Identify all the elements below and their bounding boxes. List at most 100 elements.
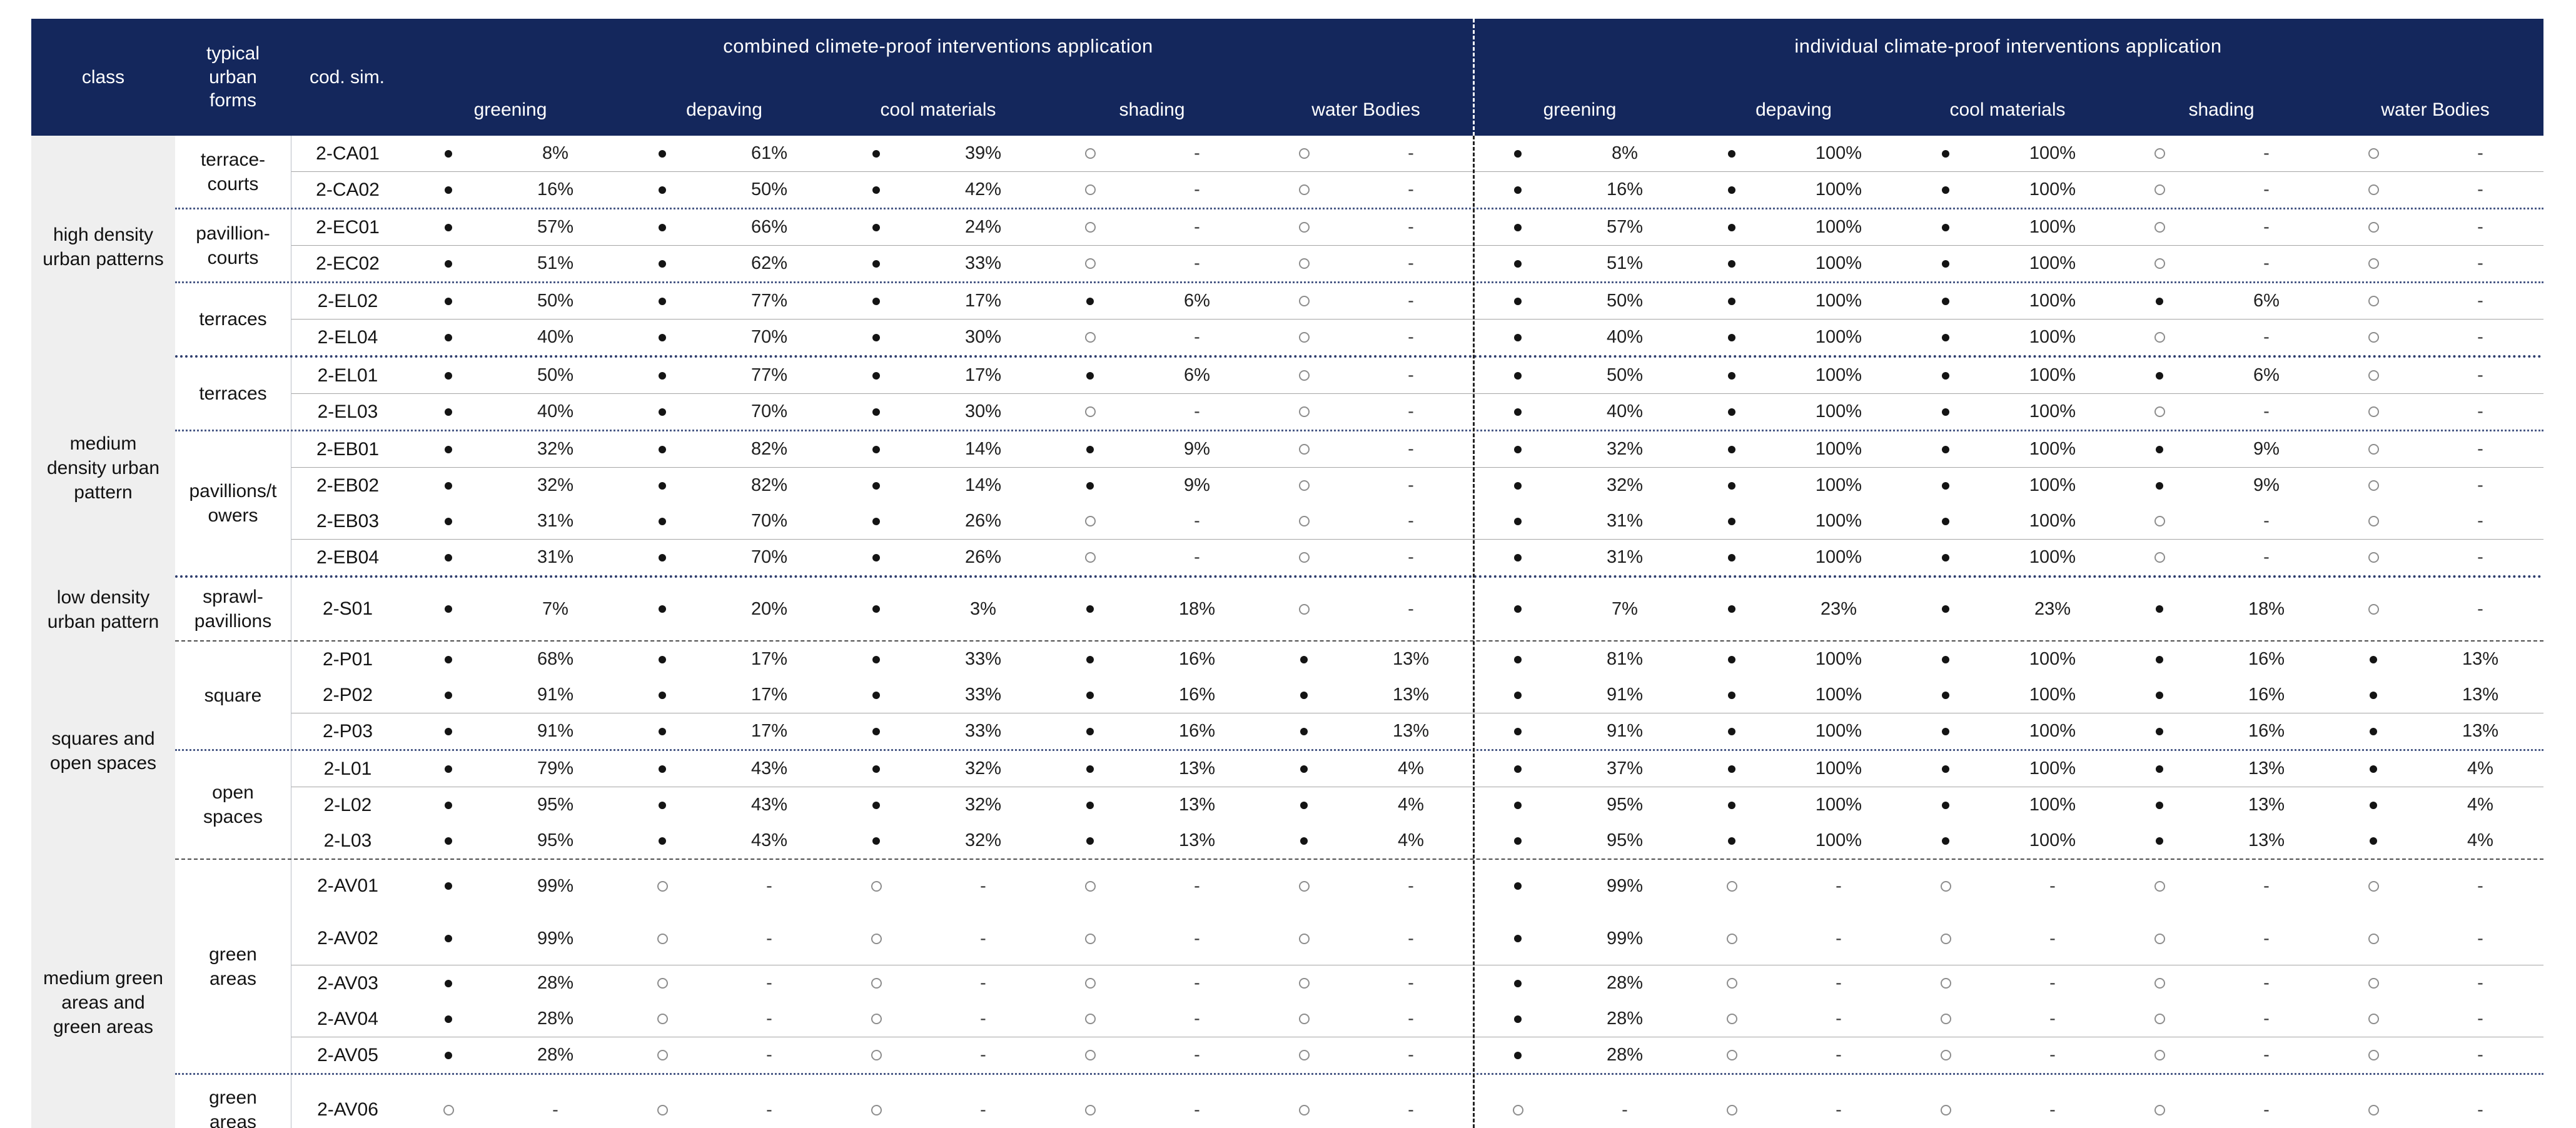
applied-dot-icon (2329, 837, 2418, 845)
value-cell: - (1408, 439, 1414, 459)
applied-dot-icon (1473, 655, 1562, 663)
table-row: 2-AV02 99% - - - - 99% - - - - (291, 912, 2543, 965)
value-cell: 28% (537, 1045, 574, 1065)
applied-dot-icon (1687, 408, 1776, 416)
value-cell: 100% (1815, 365, 1862, 385)
value-cell: 16% (1178, 685, 1216, 705)
code-cell: 2-P03 (322, 720, 373, 742)
value-cell: - (1836, 1009, 1842, 1029)
header-group-individual: individual climate-proof interventions a… (1473, 19, 2543, 136)
value-cell: 95% (537, 830, 574, 850)
urban-form-cell: open spaces (175, 751, 291, 859)
value-cell: - (2049, 1045, 2056, 1065)
urban-form-group: terraces 2-EL02 50% 77% 17% 6% - 50% 100% 100% 6% -… (175, 283, 2543, 355)
value-cell: 37% (1606, 758, 1644, 778)
applied-dot-icon (2115, 605, 2204, 613)
table-row: 2-EB04 31% 70% 26% - - 31% 100% 100% - - (291, 540, 2543, 575)
value-cell: 50% (750, 179, 788, 199)
applied-dot-icon (1687, 801, 1776, 809)
applied-dot-icon (1687, 223, 1776, 231)
value-cell: 40% (1606, 401, 1644, 421)
applied-dot-icon (404, 801, 493, 809)
applied-dot-icon (1260, 801, 1348, 809)
value-cell: 13% (2462, 649, 2499, 669)
applied-dot-icon (618, 517, 707, 525)
applied-dot-icon (1473, 935, 1562, 942)
table-row: 2-S01 7% 20% 3% 18% - 7% 23% 23% 18% - (291, 578, 2543, 640)
value-cell: 31% (1606, 511, 1644, 531)
value-cell: - (1194, 217, 1200, 237)
value-cell: 31% (537, 511, 574, 531)
applied-dot-icon (618, 481, 707, 490)
applied-dot-icon (1901, 553, 1990, 561)
value-cell: - (980, 1009, 986, 1029)
value-cell: - (1194, 1045, 1200, 1065)
value-cell: 33% (964, 649, 1002, 669)
value-cell: - (1408, 1099, 1414, 1120)
value-cell: 42% (964, 179, 1002, 199)
value-cell: - (980, 875, 986, 896)
not-applied-circle-icon (1046, 516, 1134, 526)
applied-dot-icon (404, 553, 493, 561)
value-cell: 32% (1606, 439, 1644, 459)
applied-dot-icon (2115, 727, 2204, 735)
value-cell: 99% (1606, 875, 1644, 896)
applied-dot-icon (2115, 297, 2204, 305)
value-cell: - (980, 1099, 986, 1120)
value-cell: 4% (2467, 795, 2493, 815)
not-applied-circle-icon (2115, 516, 2204, 526)
applied-dot-icon (1473, 333, 1562, 341)
value-cell: - (1194, 973, 1200, 993)
applied-dot-icon (618, 837, 707, 845)
not-applied-circle-icon (2329, 184, 2418, 195)
class-body: terrace- courts 2-CA01 8% 61% 39% - - 8% 100% 100… (175, 136, 2543, 358)
value-cell: 16% (1178, 649, 1216, 669)
applied-dot-icon (1687, 837, 1776, 845)
not-applied-circle-icon (2115, 258, 2204, 269)
applied-dot-icon (1687, 605, 1776, 613)
value-cell: 32% (964, 830, 1002, 850)
value-cell: - (1408, 1009, 1414, 1029)
not-applied-circle-icon (1901, 978, 1990, 989)
applied-dot-icon (618, 371, 707, 380)
applied-dot-icon (832, 605, 921, 613)
not-applied-circle-icon (1046, 184, 1134, 195)
value-cell: 100% (1815, 475, 1862, 495)
applied-dot-icon (1046, 481, 1134, 490)
value-cell: 50% (1606, 365, 1644, 385)
value-cell: - (2477, 875, 2483, 896)
rows: 2-EB01 32% 82% 14% 9% - 32% 100% 100% 9% - 2-EB02 32… (291, 431, 2543, 575)
applied-dot-icon (2115, 691, 2204, 699)
value-cell: - (766, 875, 772, 896)
value-cell: 17% (964, 291, 1002, 311)
header-sub-label: greening (1543, 99, 1617, 120)
applied-dot-icon (404, 837, 493, 845)
applied-dot-icon (1687, 297, 1776, 305)
applied-dot-icon (1687, 727, 1776, 735)
value-cell: 100% (1815, 327, 1862, 347)
value-cell: 100% (2029, 217, 2076, 237)
value-cell: 9% (2253, 439, 2280, 459)
applied-dot-icon (1046, 691, 1134, 699)
value-cell: - (980, 928, 986, 949)
applied-dot-icon (618, 223, 707, 231)
not-applied-circle-icon (1687, 880, 1776, 892)
value-cell: - (1194, 143, 1200, 163)
applied-dot-icon (1260, 765, 1348, 773)
value-cell: - (2263, 327, 2270, 347)
value-cell: - (1408, 179, 1414, 199)
not-applied-circle-icon (2115, 552, 2204, 563)
value-cell: 13% (1178, 830, 1216, 850)
value-cell: - (1194, 179, 1200, 199)
applied-dot-icon (2115, 371, 2204, 380)
value-cell: - (2263, 928, 2270, 949)
value-cell: 79% (537, 758, 574, 778)
applied-dot-icon (1901, 605, 1990, 613)
value-cell: - (2477, 217, 2483, 237)
not-applied-circle-icon (2329, 1050, 2418, 1060)
table-row: 2-AV01 99% - - - - 99% - - - - (291, 860, 2543, 912)
applied-dot-icon (1473, 1015, 1562, 1023)
value-cell: 100% (2029, 291, 2076, 311)
urban-form-group: terraces 2-EL01 50% 77% 17% 6% - 50% 100% 100% 6% -… (175, 358, 2543, 431)
not-applied-circle-icon (1046, 1014, 1134, 1024)
